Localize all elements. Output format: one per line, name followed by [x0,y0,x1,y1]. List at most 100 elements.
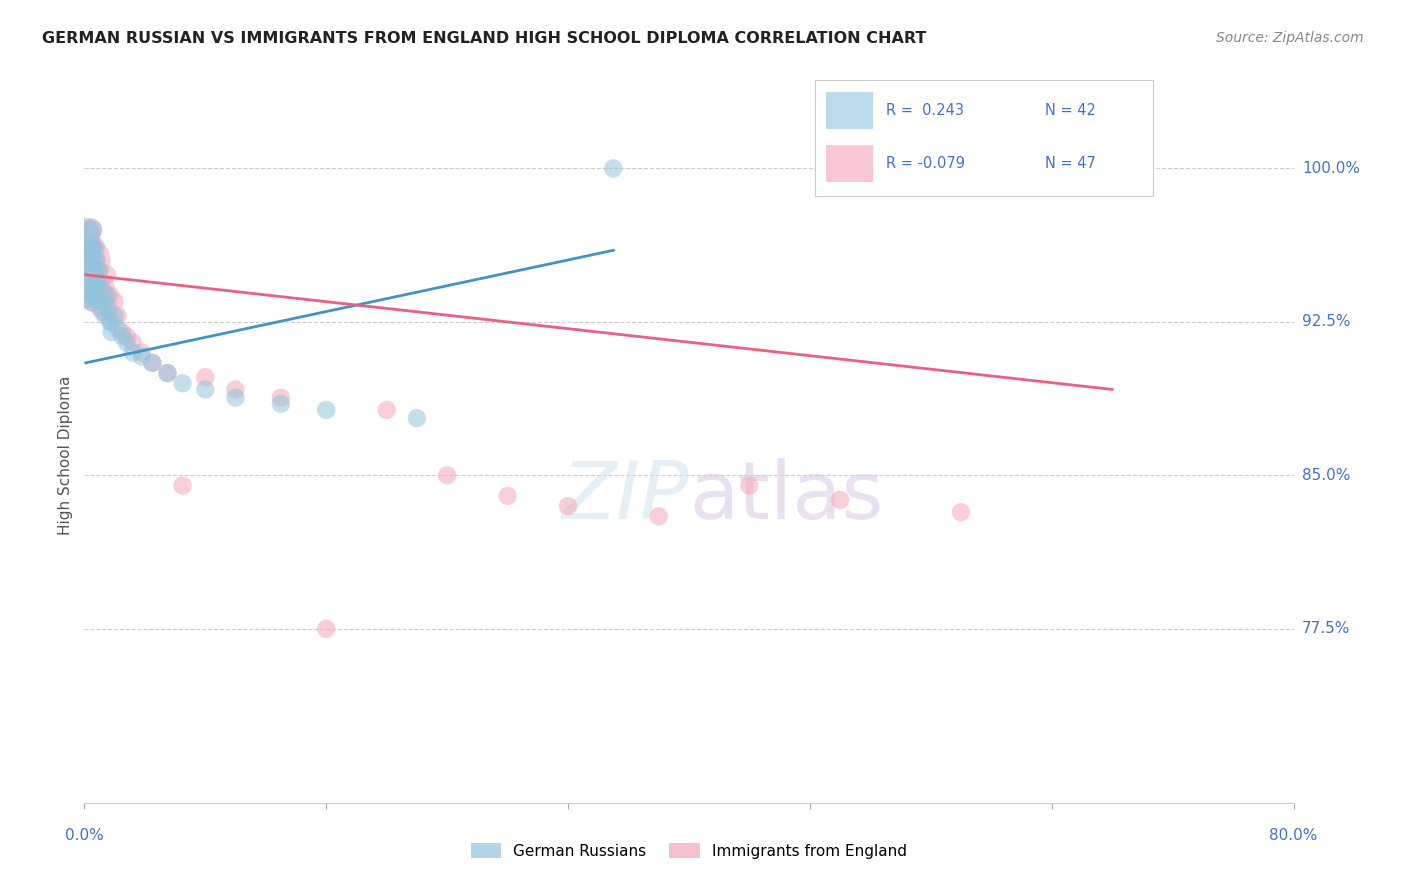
Point [115,335,138,350]
Point [738,478,761,492]
Text: 92.5%: 92.5% [1302,314,1350,329]
Point [121,345,143,359]
Point [75,253,97,268]
Point [77,284,100,298]
Text: GERMAN RUSSIAN VS IMMIGRANTS FROM ENGLAND HIGH SCHOOL DIPLOMA CORRELATION CHART: GERMAN RUSSIAN VS IMMIGRANTS FROM ENGLAN… [42,31,927,46]
Point [80,294,103,309]
Text: R = -0.079: R = -0.079 [886,156,966,171]
Point [91,304,114,318]
Point [602,161,624,176]
Point [79,223,101,237]
Point [111,329,134,343]
Point [91,284,114,298]
Point [172,376,194,391]
Point [375,403,398,417]
Bar [825,145,873,182]
Point [90,280,112,294]
Point [104,294,127,309]
Point [82,268,104,282]
Text: Source: ZipAtlas.com: Source: ZipAtlas.com [1216,31,1364,45]
Point [406,411,429,425]
Point [80,239,103,253]
Text: N = 42: N = 42 [1045,103,1095,118]
Point [100,325,122,339]
Point [557,499,579,513]
Point [82,288,104,302]
Text: ZIP: ZIP [561,458,689,536]
Point [79,247,101,261]
Point [315,403,337,417]
Point [107,309,129,323]
Point [76,227,98,241]
Point [76,233,98,247]
Legend: German Russians, Immigrants from England: German Russians, Immigrants from England [464,837,914,864]
Text: R =  0.243: R = 0.243 [886,103,965,118]
Point [75,223,97,237]
Point [194,370,217,384]
Text: 80.0%: 80.0% [1270,828,1317,843]
Point [84,288,107,302]
Point [93,294,115,309]
Point [80,223,103,237]
Point [76,247,98,261]
Point [84,280,107,294]
Point [89,301,111,315]
Point [98,288,121,302]
Point [87,288,110,302]
Point [107,321,129,335]
Text: N = 47: N = 47 [1045,156,1095,171]
Point [77,244,100,258]
Point [194,383,217,397]
Point [156,366,179,380]
Point [89,274,111,288]
Point [97,301,120,315]
Point [647,509,671,524]
Point [86,274,108,288]
Point [100,315,122,329]
Point [172,478,194,492]
Point [93,294,115,309]
Text: atlas: atlas [689,458,883,536]
Point [121,335,143,350]
Point [225,391,247,405]
Point [80,268,103,282]
Point [75,284,97,298]
Point [131,345,153,359]
Point [1101,161,1123,176]
Point [98,315,121,329]
Point [84,239,107,253]
Point [87,264,110,278]
Point [270,397,292,411]
Point [830,492,852,507]
Point [156,366,179,380]
Point [141,356,163,370]
Point [89,264,111,278]
Point [141,356,163,370]
Text: 0.0%: 0.0% [65,828,104,843]
Point [115,329,138,343]
Point [96,288,118,302]
Point [86,253,108,268]
Point [94,280,117,294]
Bar [825,92,873,129]
Point [84,244,107,258]
Point [315,622,337,636]
Point [225,383,247,397]
Point [86,280,108,294]
Point [436,468,458,483]
Point [80,294,103,309]
Point [86,253,108,268]
Point [131,350,153,364]
Text: 100.0%: 100.0% [1302,161,1360,176]
Point [77,274,100,288]
Point [270,391,292,405]
Point [82,260,104,274]
Point [94,309,117,323]
Point [77,260,100,274]
Point [89,294,111,309]
Point [79,244,101,258]
Text: 77.5%: 77.5% [1302,622,1350,636]
Point [97,304,120,318]
Point [79,274,101,288]
Point [76,253,98,268]
